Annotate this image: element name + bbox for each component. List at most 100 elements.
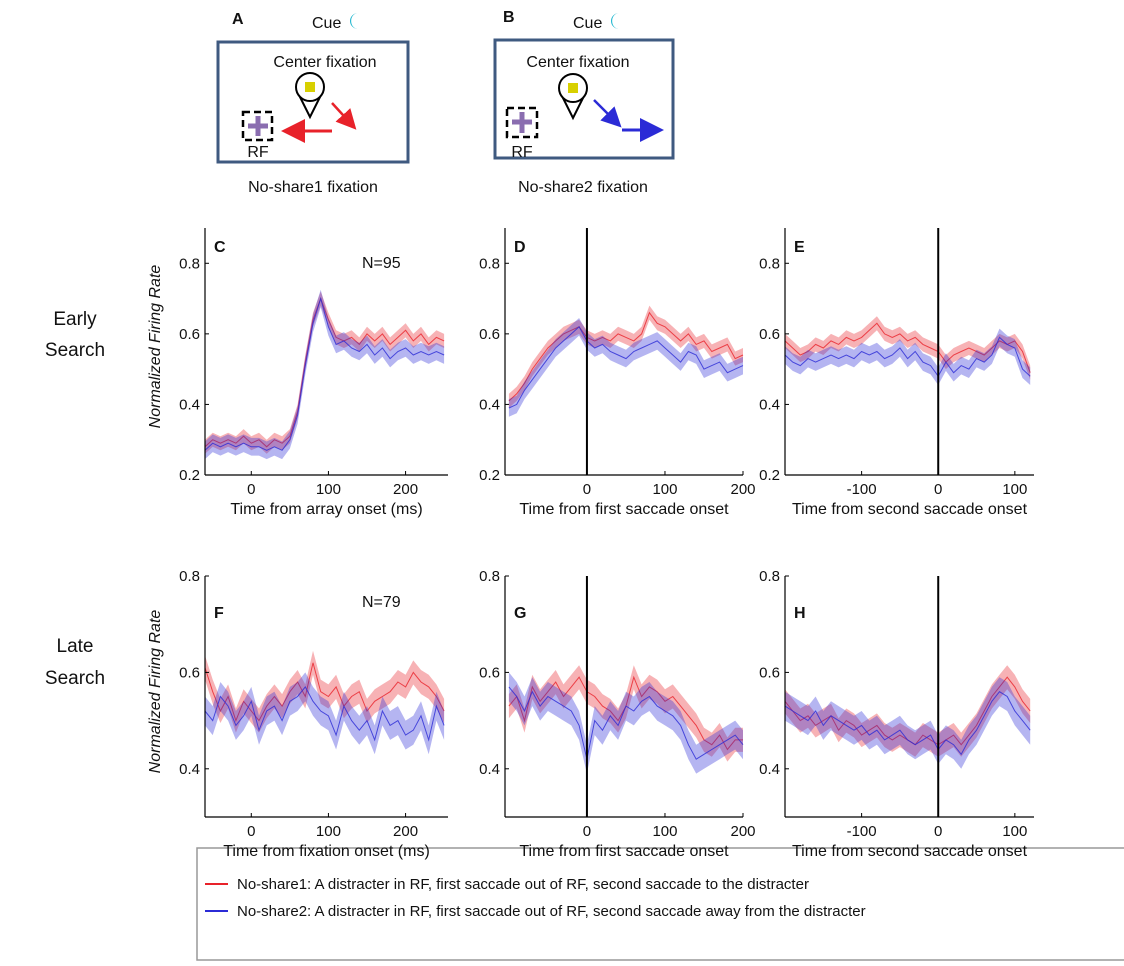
x-tick-label: -100 <box>847 823 877 840</box>
rf-target <box>512 112 532 133</box>
annotation: N=95 <box>362 255 401 272</box>
row-label: Early <box>53 309 97 330</box>
y-tick-label: 0.4 <box>479 396 500 413</box>
y-tick-label: 0.4 <box>479 761 500 778</box>
x-tick-label: 100 <box>316 823 341 840</box>
panel: 0.2 0.4 0.6 0.8 0 100 200 D Time from first sacc… <box>479 228 756 518</box>
legend-box <box>196 847 1124 961</box>
annotation: N=79 <box>362 594 401 611</box>
y-tick-label: 0.8 <box>179 255 200 272</box>
error-band <box>205 291 445 454</box>
y-tick-label: 0.4 <box>179 761 200 778</box>
x-tick-label: 100 <box>1002 481 1027 498</box>
rf-box <box>505 106 539 139</box>
center-label: Center fixation <box>273 54 376 71</box>
error-band <box>785 316 1031 380</box>
mean-line <box>784 336 1031 378</box>
saccade-arrow <box>331 102 357 130</box>
panel: 0.4 0.6 0.8 0 100 200 G Time from first saccade… <box>479 568 755 860</box>
rf-label: RF <box>247 144 269 161</box>
mean-line <box>508 311 744 402</box>
mean-line <box>204 296 445 451</box>
diagram-caption: No-share1 fixation <box>248 179 378 196</box>
y-tick-label: 0.4 <box>179 396 200 413</box>
x-axis-label: Time from first saccade onset <box>519 843 729 860</box>
row-label: Late <box>57 636 94 657</box>
rf-box <box>241 110 274 142</box>
y-tick-label: 0.4 <box>759 396 780 413</box>
cue-label: Cue <box>573 15 602 32</box>
error-band <box>508 665 743 762</box>
mean-line <box>508 326 744 409</box>
diagram-label: A <box>232 11 244 28</box>
panel-label: E <box>794 239 805 256</box>
cue-label: Cue <box>312 15 341 32</box>
x-tick-label: 100 <box>1002 823 1027 840</box>
y-tick-label: 0.4 <box>759 761 780 778</box>
diagram-b: B Cue Center fixation RF No-share2 fixat… <box>493 9 675 196</box>
error-band <box>508 305 743 408</box>
x-tick-label: 0 <box>247 823 255 840</box>
mean-line <box>784 691 1031 756</box>
panel-label: F <box>214 605 224 622</box>
y-tick-label: 0.2 <box>179 467 200 484</box>
diagram-label: B <box>503 9 515 26</box>
screen-box <box>493 38 675 160</box>
panel: 0.4 0.6 0.8 0 100 200 F N=79 Time from fixation … <box>147 568 448 860</box>
legend: No-share1: A distracter in RF, first sac… <box>205 876 866 920</box>
x-axis-label: Time from second saccade onset <box>792 843 1028 860</box>
x-tick-label: 0 <box>247 481 255 498</box>
cue-icon <box>350 13 358 29</box>
x-axis-label: Time from fixation onset (ms) <box>223 843 430 860</box>
error-band <box>785 677 1031 769</box>
legend-label: No-share1: A distracter in RF, first sac… <box>237 876 809 893</box>
y-tick-label: 0.8 <box>759 568 780 585</box>
eye-pin <box>561 95 585 121</box>
y-tick-label: 0.6 <box>179 326 200 343</box>
panel-label: H <box>794 605 806 622</box>
y-tick-label: 0.2 <box>479 467 500 484</box>
row-label: Search <box>45 668 105 689</box>
panel-label: G <box>514 605 526 622</box>
diagram-a: A Cue Center fixation RF No-share1 fixat… <box>216 11 410 196</box>
diagram-caption: No-share2 fixation <box>518 179 648 196</box>
y-axis-label: Normalized Firing Rate <box>147 265 164 429</box>
error-band <box>508 318 743 417</box>
row-label: Search <box>45 340 105 361</box>
panel-label: D <box>514 239 526 256</box>
y-tick-label: 0.6 <box>179 664 200 681</box>
x-axis-label: Time from first saccade onset <box>519 501 729 518</box>
panel: 0.2 0.4 0.6 0.8 -100 0 100 E Time from second sa… <box>759 228 1034 518</box>
y-tick-label: 0.6 <box>479 664 500 681</box>
saccade-arrow <box>593 99 622 128</box>
center-label: Center fixation <box>526 54 629 71</box>
mean-line <box>204 297 445 448</box>
y-tick-label: 0.6 <box>759 326 780 343</box>
rf-label: RF <box>511 144 533 161</box>
screen-box <box>216 40 410 164</box>
mean-line <box>784 322 1031 373</box>
x-tick-label: 200 <box>730 823 755 840</box>
x-tick-label: 200 <box>393 481 418 498</box>
x-tick-label: 0 <box>583 481 591 498</box>
y-axis-label: Normalized Firing Rate <box>147 610 164 774</box>
x-axis-label: Time from array onset (ms) <box>230 501 422 518</box>
error-band <box>785 665 1031 757</box>
x-axis-label: Time from second saccade onset <box>792 501 1028 518</box>
fixation-dot <box>568 83 578 93</box>
error-band <box>508 672 743 774</box>
x-tick-label: 200 <box>730 481 755 498</box>
eye-pin <box>298 94 322 120</box>
y-tick-label: 0.6 <box>479 326 500 343</box>
mean-line <box>204 662 445 723</box>
x-tick-label: 0 <box>583 823 591 840</box>
x-tick-label: 0 <box>934 823 942 840</box>
x-tick-label: 100 <box>652 823 677 840</box>
x-tick-label: 200 <box>393 823 418 840</box>
panel: 0.4 0.6 0.8 -100 0 100 H Time from second sacca… <box>759 568 1034 860</box>
error-band <box>785 328 1031 385</box>
x-tick-label: 100 <box>652 481 677 498</box>
mean-line <box>508 686 744 760</box>
panel-label: C <box>214 239 226 256</box>
